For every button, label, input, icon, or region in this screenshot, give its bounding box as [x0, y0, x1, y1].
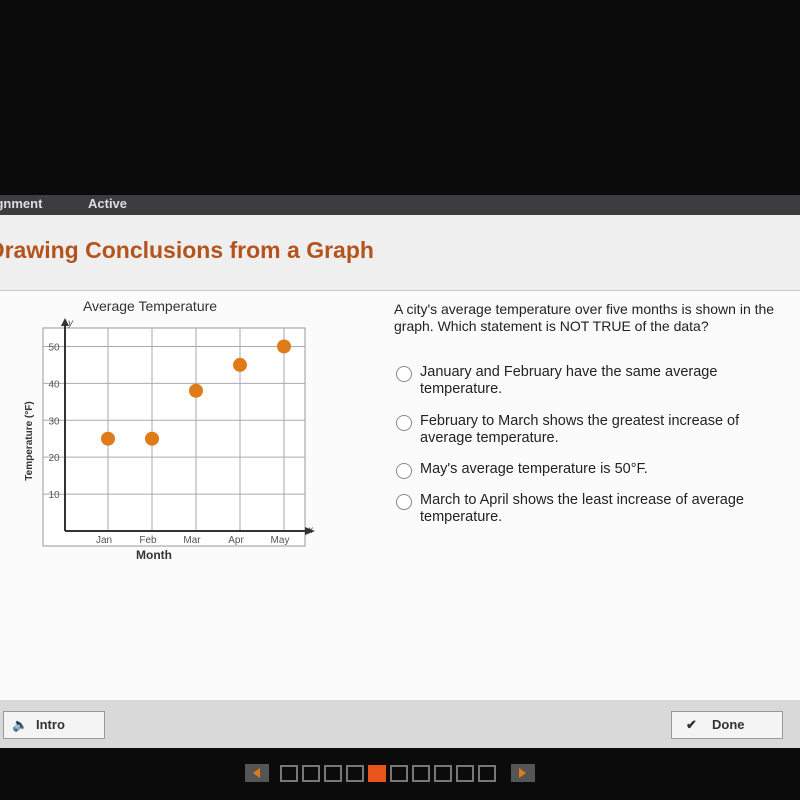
data-point [101, 431, 115, 446]
x-tick-label: May [271, 535, 290, 546]
option-text: February to March shows the greatest inc… [420, 413, 740, 446]
page-square[interactable] [324, 765, 342, 782]
page-square[interactable] [280, 765, 298, 782]
chart: Average Temperature Month Temperature (°… [24, 298, 315, 562]
option-text: January and February have the same avera… [420, 364, 718, 397]
radio-button[interactable] [396, 494, 412, 510]
data-point [145, 431, 159, 446]
intro-label: Intro [36, 717, 65, 732]
top-bar: Assignment Active [0, 195, 800, 215]
radio-button[interactable] [396, 463, 412, 479]
data-point [277, 339, 291, 354]
y-tick-label: 50 [48, 342, 60, 353]
chart-title: Average Temperature [83, 298, 217, 314]
page-square[interactable] [368, 765, 386, 782]
y-tick-label: 10 [48, 490, 60, 501]
x-tick-label: Jan [96, 535, 112, 546]
page-square[interactable] [412, 765, 430, 782]
radio-button[interactable] [396, 366, 412, 382]
y-axis-arrow [61, 318, 69, 326]
page-square[interactable] [434, 765, 452, 782]
x-tick-label: Apr [228, 535, 244, 546]
y-axis-name: y [67, 318, 74, 329]
bottom-bar: 🔈 Intro ✔ Done [0, 700, 800, 748]
panel: Drawing Conclusions from a Graph Average… [0, 215, 800, 701]
page-square[interactable] [478, 765, 496, 782]
x-tick-label: Mar [183, 535, 201, 546]
x-tick-label: Feb [139, 535, 157, 546]
pager [245, 764, 535, 782]
radio-button[interactable] [396, 415, 412, 431]
page-title: Drawing Conclusions from a Graph [0, 237, 374, 263]
data-point [233, 357, 247, 372]
data-point [189, 383, 203, 398]
answer-option[interactable]: March to April shows the least increase … [396, 492, 776, 526]
intro-button[interactable]: 🔈 Intro [3, 711, 105, 739]
tab-label: Assignment [0, 196, 43, 211]
page-square[interactable] [390, 765, 408, 782]
y-tick-label: 40 [48, 379, 60, 390]
x-axis-title: Month [136, 548, 172, 562]
option-text: May's average temperature is 50°F. [420, 461, 648, 477]
x-axis-arrow [305, 527, 315, 535]
y-axis-title: Temperature (°F) [24, 401, 35, 480]
question-prompt: A city's average temperature over five m… [394, 301, 775, 334]
y-tick-label: 30 [48, 416, 60, 427]
option-text: March to April shows the least increase … [420, 492, 744, 525]
page-square[interactable] [456, 765, 474, 782]
answer-option[interactable]: January and February have the same avera… [396, 364, 776, 398]
prev-icon [253, 768, 260, 778]
y-tick-label: 20 [48, 453, 60, 464]
page-square[interactable] [302, 765, 320, 782]
done-label: Done [712, 717, 745, 732]
answer-option[interactable]: May's average temperature is 50°F. [396, 461, 776, 479]
answer-option[interactable]: February to March shows the greatest inc… [396, 413, 776, 447]
page-square[interactable] [346, 765, 364, 782]
content: Average Temperature Month Temperature (°… [0, 290, 800, 701]
status-label: Active [88, 196, 128, 211]
done-button[interactable]: ✔ Done [671, 711, 783, 739]
next-icon [519, 768, 526, 778]
plot-frame [42, 327, 306, 547]
